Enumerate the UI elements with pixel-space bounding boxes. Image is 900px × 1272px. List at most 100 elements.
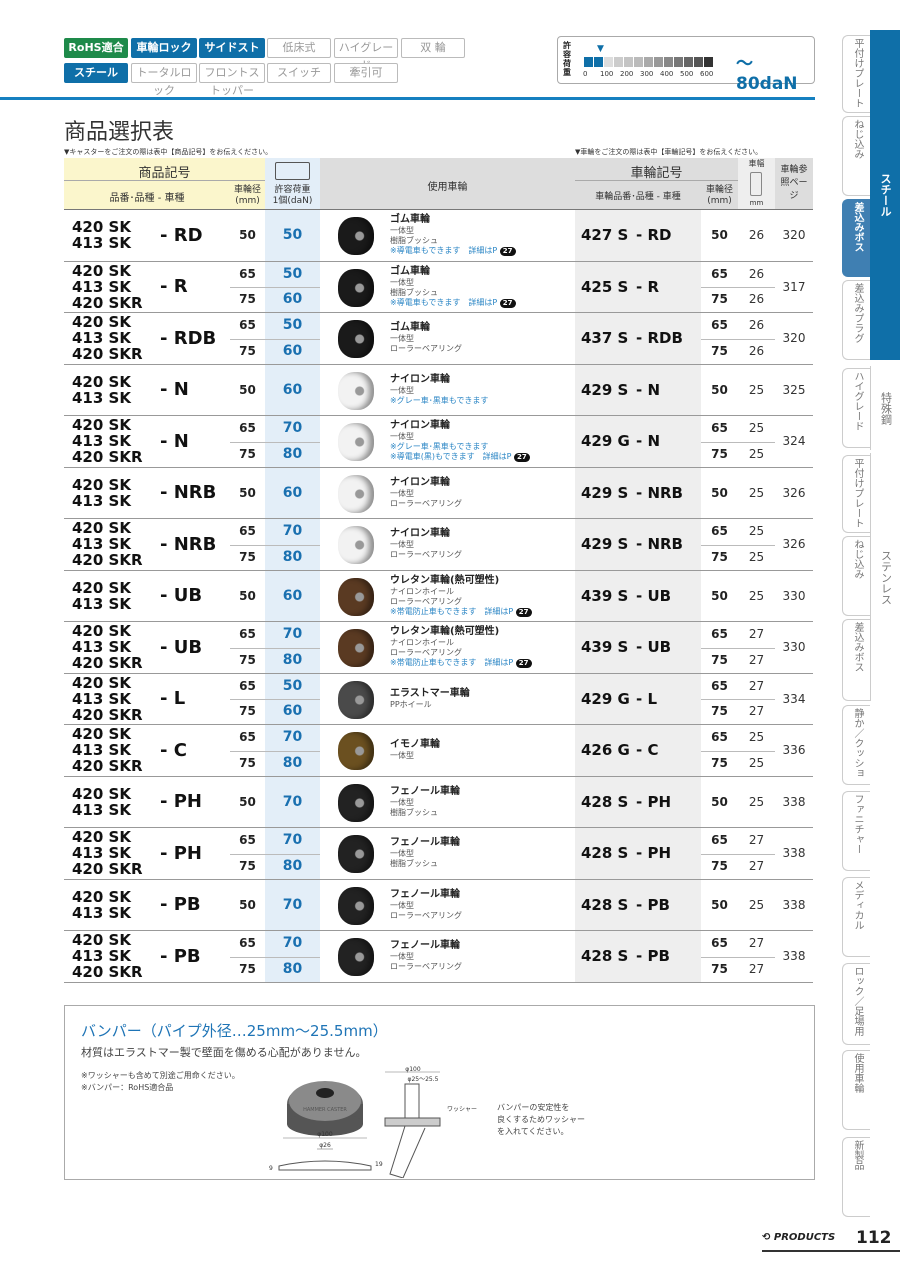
sidebar-tab[interactable]: 平付けプレート [842, 455, 870, 533]
wheel-diameter: 75 [711, 549, 728, 564]
ref-page[interactable]: 330 [782, 588, 806, 603]
ref-page[interactable]: 326 [782, 537, 806, 551]
wheel-suffix: - C [636, 741, 659, 760]
sidebar-tab[interactable]: ねじ込み [842, 116, 870, 196]
wheel-name: フェノール車輪 [390, 785, 460, 797]
feature-tag: トータルロック [131, 63, 197, 97]
wheel-spec: 一体型 [390, 900, 414, 910]
ref-page[interactable]: 325 [782, 382, 806, 397]
ref-page[interactable]: 334 [782, 691, 806, 706]
gauge-pointer-icon: ▼ [597, 44, 604, 54]
ref-page[interactable]: 330 [782, 640, 806, 654]
wheel-code: 429 S [581, 380, 629, 399]
ref-page[interactable]: 324 [782, 434, 806, 448]
wheel-width: 25 [748, 524, 765, 538]
brand-logo-icon: ⟲ [762, 1232, 774, 1243]
gauge-segment [684, 57, 693, 67]
page-ref-badge[interactable]: 27 [515, 607, 532, 617]
sidebar-tab[interactable]: ファニチャー [842, 791, 870, 871]
wheel-width: 26 [748, 266, 765, 281]
sidebar-tab[interactable]: 差込みボス [842, 619, 870, 701]
load-gauge: 許容荷重 ▼ 0 100 200 300 400 500 600 〜80daN [557, 36, 815, 94]
wheel-note: ※導電車もできます 詳細はP 27 [390, 246, 572, 257]
size-divider [701, 647, 775, 649]
sidebar-tab[interactable]: 使用車輪 [842, 1050, 870, 1130]
wheel-diameter: 50 [711, 897, 728, 912]
wheel-suffix: - NRB [636, 535, 683, 554]
ref-page[interactable]: 320 [782, 228, 806, 242]
wheel-code-bg [575, 879, 701, 930]
wheel-code: 439 S [581, 586, 629, 605]
ref-page[interactable]: 338 [782, 949, 806, 963]
sidebar-tab[interactable]: 差込みボス [842, 199, 870, 277]
sidebar-tab[interactable]: 静か／クッション [842, 705, 870, 785]
header-mm: (mm) [235, 196, 260, 206]
size-divider [230, 956, 320, 958]
product-codes: 420 SK 413 SK [72, 777, 154, 828]
ref-page[interactable]: 320 [782, 331, 806, 345]
feature-tag: ハイグレード [334, 38, 398, 72]
wheel-diameter: 75 [711, 961, 728, 976]
sidebar-tab[interactable]: ハイグレード [842, 368, 870, 448]
product-code: 420 SK [72, 372, 131, 391]
dim-outer-small: φ100 [317, 1131, 333, 1138]
load-bg [265, 622, 320, 673]
ref-page[interactable]: 336 [782, 743, 806, 757]
wheel-spec: 樹脂ブッシュ [390, 287, 438, 297]
header-product-code: 商品記号 [138, 166, 191, 181]
gauge-segment [664, 57, 673, 67]
sidebar-tab[interactable]: ねじ込み [842, 536, 870, 616]
wheel-width: 27 [748, 961, 765, 976]
page-ref-badge[interactable]: 27 [499, 298, 516, 308]
sidebar-tab[interactable]: ロック／足場用 [842, 963, 870, 1045]
allowable-load: 70 [282, 626, 303, 642]
load-bg [265, 313, 320, 364]
header-mm-2: (mm) [707, 196, 732, 206]
sidebar-tab[interactable]: 平付けプレート [842, 35, 870, 113]
table-row: 420 SK 413 SK 420 SKR - PB 65 70 65 27 75 80 75 27 フ… [64, 931, 813, 983]
sidebar-tab[interactable]: 差込みプラグ [842, 280, 870, 360]
wheel-code: 428 S [581, 895, 629, 914]
washer-note: 良くするためワッシャー [497, 1115, 585, 1124]
ref-page[interactable]: 338 [782, 897, 806, 912]
wheel-diameter: 65 [711, 627, 728, 641]
product-code: 420 SK [72, 416, 131, 435]
ref-page[interactable]: 326 [782, 485, 806, 500]
sidebar-tab[interactable]: 新製品 [842, 1137, 870, 1217]
bumper-emboss: HAMMER CASTER [303, 1107, 347, 1113]
wheel-name: ゴム車輪 [390, 214, 430, 226]
wheel-diameter: 50 [711, 228, 728, 242]
ref-page[interactable]: 338 [782, 794, 806, 809]
page-ref-badge[interactable]: 27 [515, 659, 532, 669]
allowable-load: 50 [282, 227, 303, 243]
wheel-spec: 一体型 [390, 488, 414, 498]
wheel-width: 25 [748, 446, 765, 461]
product-codes: 420 SK 413 SK 420 SKR [72, 519, 154, 570]
wheel-image [338, 217, 374, 255]
bumper-desc: 材質はエラストマー製で壁面を傷める心配がありません。 [81, 1046, 367, 1059]
page-ref-badge[interactable]: 27 [499, 247, 516, 257]
product-suffix: - NRB [160, 482, 217, 504]
product-code: 420 SK [72, 828, 131, 847]
wheel-description: ナイロン車輪 一体型 ※グレー車･黒車もできます [390, 365, 572, 416]
page-ref-badge[interactable]: 27 [514, 453, 530, 463]
wheel-description: ゴム車輪 一体型 樹脂ブッシュ ※導電車もできます 詳細はP 27 [390, 262, 572, 313]
wheel-suffix: - UB [636, 586, 672, 605]
ref-page[interactable]: 338 [782, 846, 806, 860]
load-bg [265, 828, 320, 879]
wheel-width-icon [750, 172, 762, 196]
sidebar-tab[interactable]: メディカル [842, 877, 870, 957]
wheel-code-bg [575, 210, 701, 261]
wheel-image [338, 423, 374, 461]
wheel-image [338, 577, 374, 616]
wheel-description: イモノ車輪 一体型 [390, 725, 572, 776]
wheel-diameter: 75 [711, 704, 728, 719]
size-divider [701, 956, 775, 958]
product-suffix: - NRB [160, 533, 217, 555]
wheel-diameter: 65 [239, 421, 256, 435]
ref-page[interactable]: 317 [782, 279, 806, 294]
wheel-width: 25 [748, 897, 765, 912]
bumper-drawings: HAMMER CASTER φ100 φ26 9 19 φ100 φ25〜25.… [269, 1066, 477, 1178]
load-bg [265, 467, 320, 518]
load-bg [265, 776, 320, 827]
